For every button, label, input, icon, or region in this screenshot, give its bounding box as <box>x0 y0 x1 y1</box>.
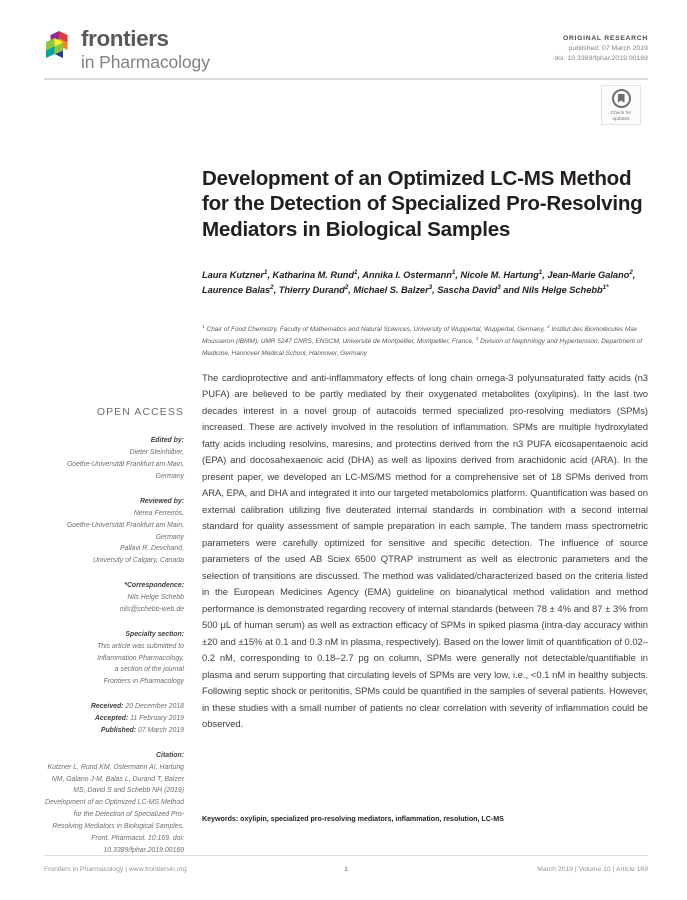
brand-name: frontiers <box>81 26 169 51</box>
page-footer: Frontiers in Pharmacology | www.frontier… <box>44 866 648 873</box>
reviewed-by-line: Nerea Ferreirós, <box>133 509 184 517</box>
date-published: Published: 07 March 2019 <box>44 725 184 737</box>
reviewed-by-line: Germany <box>155 533 184 541</box>
footer-divider <box>44 855 648 856</box>
citation-block: Citation: Kutzner L, Rund KM, Ostermann … <box>44 750 184 857</box>
citation-label: Citation: <box>156 751 184 759</box>
page-title: Development of an Optimized LC-MS Method… <box>202 166 643 242</box>
header-divider <box>44 78 648 80</box>
masthead: frontiers in Pharmacology ORIGINAL RESEA… <box>44 26 648 86</box>
article-type: ORIGINAL RESEARCH <box>562 35 648 42</box>
citation-text: Kutzner L, Rund KM, Ostermann AI, Hartun… <box>44 763 184 854</box>
date-received-label: Received: <box>90 703 124 711</box>
date-accepted-label: Accepted: <box>94 715 129 723</box>
specialty-section-line: This article was submitted to <box>97 642 184 650</box>
specialty-section-line: a section of the journal <box>114 666 184 674</box>
specialty-section-line: Inflammation Pharmacology, <box>97 654 184 662</box>
edited-by-label: Edited by: <box>150 437 184 445</box>
edited-by-line: Germany <box>155 473 184 481</box>
frontiers-logo-icon <box>46 31 68 58</box>
footer-left[interactable]: Frontiers in Pharmacology | www.frontier… <box>44 866 187 873</box>
journal-brand[interactable]: frontiers in Pharmacology <box>44 26 210 72</box>
crossmark-label: Check for updates <box>611 110 631 121</box>
date-received-value: 20 December 2018 <box>125 703 184 711</box>
crossmark-line1: Check for <box>610 109 632 115</box>
edited-by-line: Dieter Steinhilber, <box>129 449 184 457</box>
brand-journal-name: in Pharmacology <box>81 51 210 72</box>
article-dates: Received: 20 December 2018 Accepted: 11 … <box>44 701 184 737</box>
reviewed-by-block: Reviewed by: Nerea Ferreirós, Goethe-Uni… <box>44 496 184 567</box>
date-published-value: 07 March 2019 <box>138 726 184 734</box>
brand-wordmark: frontiers in Pharmacology <box>81 26 210 72</box>
open-access-label: OPEN ACCESS <box>96 407 184 418</box>
abstract-text: The cardioprotective and anti-inflammato… <box>202 373 648 731</box>
correspondence-email[interactable]: nils@schebb-web.de <box>119 605 184 613</box>
reviewed-by-line: Pallavi R. Devchand, <box>120 545 184 553</box>
footer-page-number: 1 <box>344 866 348 873</box>
specialty-section-line: Frontiers in Pharmacology <box>103 678 184 686</box>
footer-right: March 2019 | Volume 10 | Article 169 <box>537 866 648 873</box>
check-for-updates-badge[interactable]: Check for updates <box>601 85 641 125</box>
bookmark-circle-icon <box>611 88 631 108</box>
reviewed-by-line: University of Calgary, Canada <box>92 557 184 565</box>
edited-by-line: Goethe-Universität Frankfurt am Main, <box>66 461 184 469</box>
correspondence-name: Nils Helge Schebb <box>127 594 184 602</box>
date-accepted: Accepted: 11 February 2019 <box>44 713 184 725</box>
publication-meta: ORIGINAL RESEARCH published: 07 March 20… <box>554 34 648 64</box>
affiliations: 1 Chair of Food Chemistry, Faculty of Ma… <box>202 324 643 357</box>
date-received: Received: 20 December 2018 <box>44 701 184 713</box>
article-sidebar: OPEN ACCESS Edited by: Dieter Steinhilbe… <box>44 407 184 857</box>
edited-by-block: Edited by: Dieter Steinhilber, Goethe-Un… <box>44 435 184 483</box>
correspondence-label: *Correspondence: <box>124 582 184 590</box>
doi-line[interactable]: doi: 10.3389/fphar.2019.00169 <box>554 54 648 62</box>
reviewed-by-line: Goethe-Universität Frankfurt am Main, <box>66 521 184 529</box>
published-date: published: 07 March 2019 <box>568 44 648 52</box>
specialty-section-label: Specialty section: <box>125 630 184 638</box>
keywords-line: Keywords: oxylipin, specialized pro-reso… <box>202 815 504 823</box>
reviewed-by-label: Reviewed by: <box>139 497 184 505</box>
author-list: Laura Kutzner1, Katharina M. Rund1, Anni… <box>202 268 636 296</box>
crossmark-line2: updates <box>612 115 630 121</box>
date-published-label: Published: <box>100 726 137 734</box>
specialty-section-block: Specialty section: This article was subm… <box>44 629 184 688</box>
date-accepted-value: 11 February 2019 <box>130 715 184 723</box>
correspondence-block: *Correspondence: Nils Helge Schebb nils@… <box>44 580 184 616</box>
